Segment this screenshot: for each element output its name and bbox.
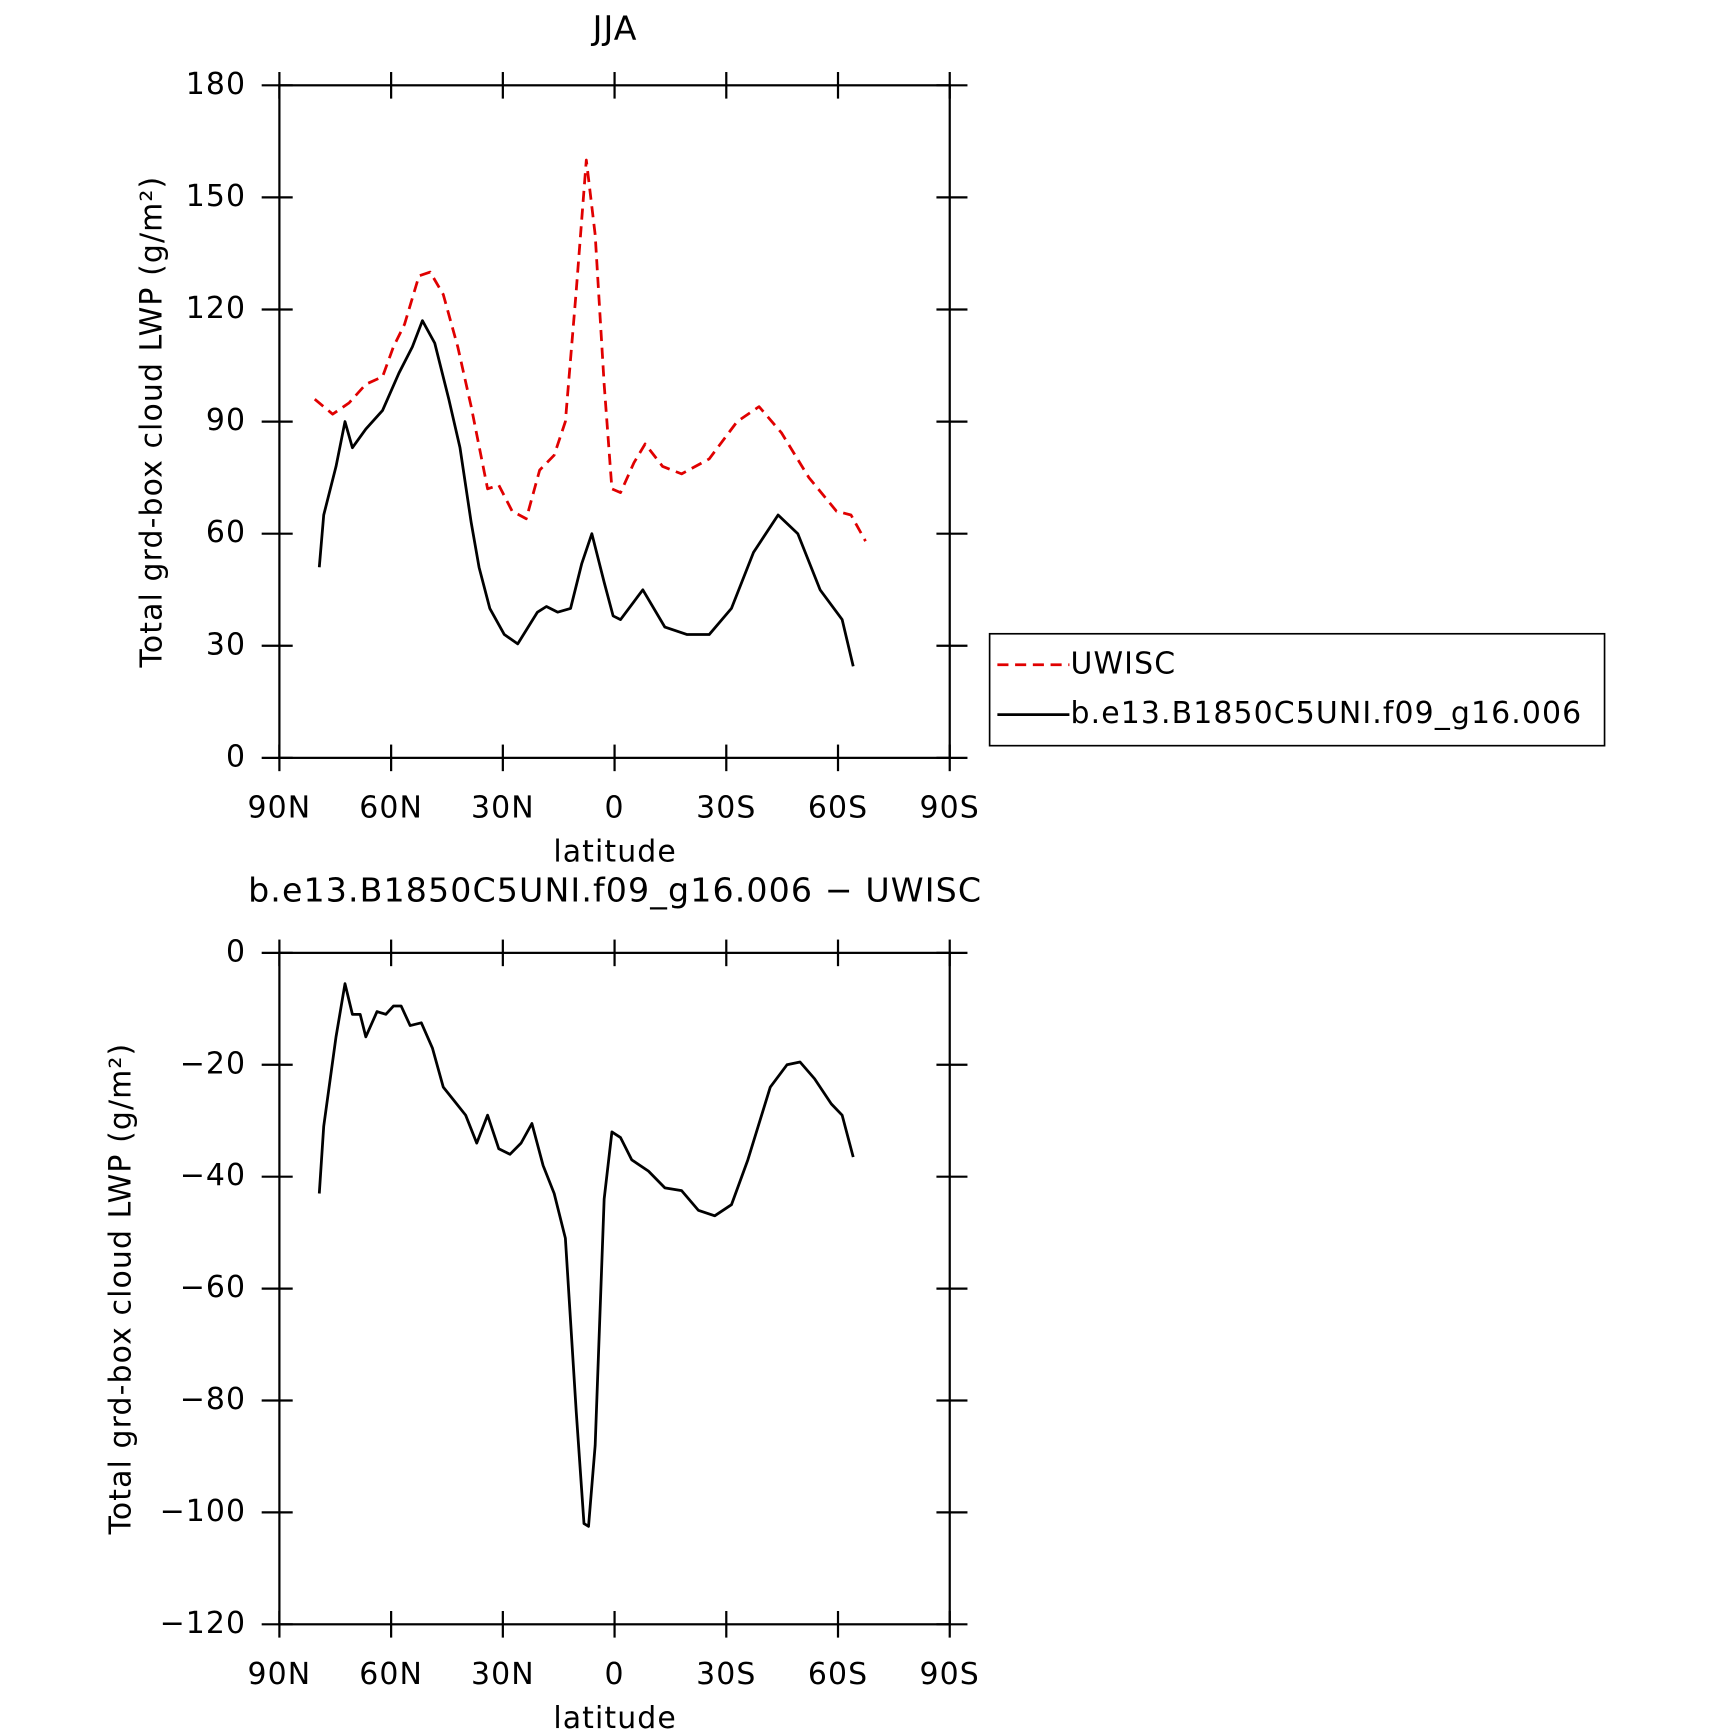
chart-title: JJA [591, 8, 638, 47]
x-tick-label: 90S [920, 790, 980, 825]
legend-label: b.e13.B1850C5UNI.f09_g16.006 [1071, 696, 1583, 731]
chart-title: b.e13.B1850C5UNI.f09_g16.006 − UWISC [248, 870, 982, 909]
y-tick-label: −100 [160, 1494, 247, 1529]
y-axis-label: Total grd-box cloud LWP (g/m²) [135, 176, 170, 669]
x-tick-label: 90N [248, 790, 312, 825]
y-axis-label: Total grd-box cloud LWP (g/m²) [104, 1043, 139, 1536]
x-tick-label: 30N [471, 1657, 535, 1692]
y-tick-label: −40 [180, 1158, 246, 1193]
x-tick-label: 90S [920, 1657, 980, 1692]
y-tick-label: 120 [186, 291, 246, 326]
x-tick-label: 30S [696, 790, 756, 825]
y-tick-label: 180 [186, 67, 246, 102]
x-tick-label: 60S [808, 1657, 868, 1692]
y-tick-label: 0 [226, 934, 246, 969]
x-axis-label: latitude [553, 1701, 677, 1734]
data-line [313, 158, 867, 542]
x-tick-label: 90N [248, 1657, 312, 1692]
y-tick-label: 150 [186, 179, 246, 214]
plot-frame [278, 951, 951, 1626]
legend-label: UWISC [1071, 646, 1177, 681]
y-tick-label: 90 [206, 403, 246, 438]
x-tick-label: 0 [604, 1657, 624, 1692]
x-tick-label: 60N [359, 1657, 423, 1692]
y-tick-label: 30 [206, 627, 246, 662]
data-line [317, 319, 855, 667]
plot-frame [278, 84, 951, 759]
y-tick-label: 0 [226, 739, 246, 774]
y-tick-label: −120 [160, 1606, 247, 1641]
x-axis-label: latitude [553, 835, 677, 870]
x-tick-label: 0 [604, 790, 624, 825]
x-tick-label: 60S [808, 790, 868, 825]
x-tick-label: 30N [471, 790, 535, 825]
y-tick-label: −80 [180, 1382, 246, 1417]
y-tick-label: −60 [180, 1270, 246, 1305]
x-tick-label: 60N [359, 790, 423, 825]
data-line [317, 982, 855, 1528]
y-tick-label: 60 [206, 515, 246, 550]
y-tick-label: −20 [180, 1046, 246, 1081]
legend-box [988, 632, 1606, 747]
x-tick-label: 30S [696, 1657, 756, 1692]
